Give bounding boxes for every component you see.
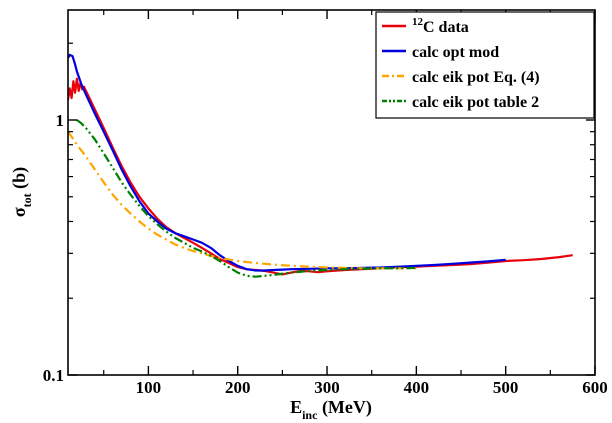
y-tick-label: 1 — [56, 111, 65, 130]
y-axis-label: σtot (b) — [9, 167, 34, 217]
x-axis-ticks: 100 200 300 400 500 600 — [103, 10, 608, 397]
data-curves — [68, 53, 573, 278]
series-line-4 — [76, 119, 417, 278]
x-tick-label: 300 — [314, 378, 340, 397]
legend-label: calc opt mod — [412, 44, 499, 61]
x-tick-label: 500 — [493, 378, 519, 397]
x-tick-label: 200 — [225, 378, 251, 397]
y-axis-ticks: 0.11 — [43, 42, 595, 385]
series-line-3 — [68, 131, 417, 270]
x-tick-label: 100 — [136, 378, 162, 397]
x-tick-label: 600 — [582, 378, 608, 397]
y-tick-label: 0.1 — [43, 366, 64, 385]
x-axis-label: Einc (MeV) — [290, 397, 372, 422]
legend-label: calc eik pot table 2 — [412, 94, 539, 111]
legend: 12C data calc opt mod calc eik pot Eq. (4)… — [375, 11, 595, 119]
plot-frame — [67, 9, 596, 376]
legend-label: 12C data — [412, 16, 469, 36]
x-tick-label: 400 — [404, 378, 430, 397]
legend-box — [375, 11, 595, 119]
legend-label: calc eik pot Eq. (4) — [412, 69, 540, 86]
